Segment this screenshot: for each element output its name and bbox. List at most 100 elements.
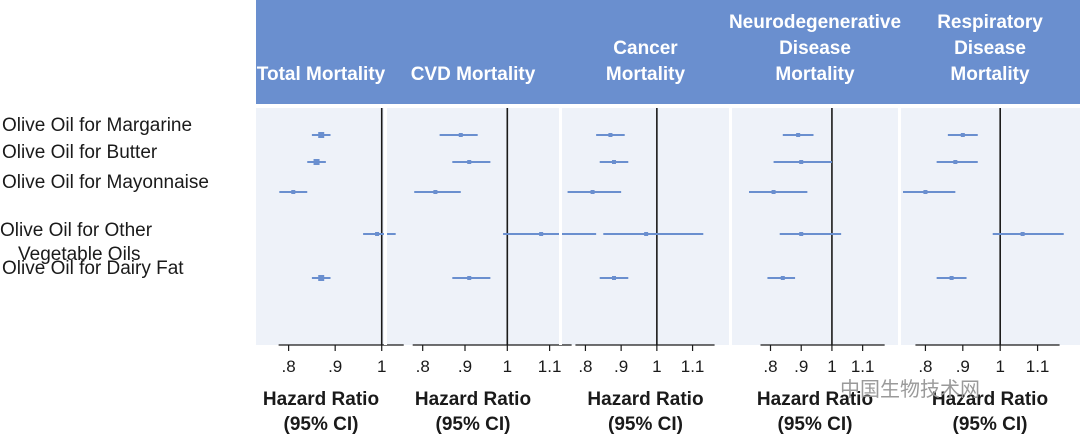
row-label-line: Olive Oil for Other: [0, 220, 153, 241]
panel-total-mortality: Total Mortality .8 .9 1 Hazard Ratio (95% CI): [257, 64, 404, 435]
x-tick-label: 1: [827, 357, 836, 376]
panel-title-line: Respiratory: [937, 12, 1043, 33]
x-tick-label: 1: [995, 357, 1004, 376]
row-label-olive-oil-for-dairy-fat: Olive Oil for Dairy Fat: [2, 258, 184, 279]
x-axis-title: Hazard Ratio (95% CI): [415, 389, 531, 435]
hazard-ratio-marker: [467, 160, 472, 164]
panel-title: Neurodegenerative Disease Mortality: [729, 12, 901, 85]
panel-title-line: Disease: [954, 38, 1026, 59]
panel-title-line: Neurodegenerative: [729, 12, 901, 33]
x-tick-label: .8: [416, 357, 430, 376]
x-tick-label: .8: [763, 357, 777, 376]
x-axis-title-line: (95% CI): [284, 414, 359, 435]
hazard-ratio-marker: [780, 276, 785, 280]
panel-title: Total Mortality: [257, 64, 386, 85]
panel-title-line: Mortality: [775, 64, 855, 85]
x-tick-label: 1.1: [1026, 357, 1050, 376]
hazard-ratio-marker: [953, 160, 958, 164]
panel-title: Respiratory Disease Mortality: [937, 12, 1043, 85]
hazard-ratio-marker: [949, 276, 954, 280]
row-label-line: Olive Oil for Margarine: [2, 115, 192, 136]
row-labels: Olive Oil for Margarine Olive Oil for But…: [0, 115, 209, 279]
data-point-olive-oil-for-other-vegetable-oils: [603, 232, 704, 236]
watermark-text: 中国生物技术网: [840, 377, 980, 401]
x-tick-label: .9: [956, 357, 970, 376]
x-tick-label: .9: [614, 357, 628, 376]
data-point-olive-oil-for-butter: [936, 160, 978, 164]
hazard-ratio-marker: [313, 159, 320, 165]
hazard-ratio-marker: [539, 232, 544, 236]
hazard-ratio-marker: [644, 232, 649, 236]
hazard-ratio-marker: [291, 190, 296, 194]
hazard-ratio-marker: [771, 190, 776, 194]
data-point-olive-oil-for-mayonnaise: [749, 190, 808, 194]
hazard-ratio-marker: [318, 275, 325, 281]
data-point-olive-oil-for-other-vegetable-oils: [779, 232, 842, 236]
x-tick-label: .8: [918, 357, 932, 376]
x-tick-label: .9: [328, 357, 342, 376]
x-axis-title: Hazard Ratio (95% CI): [263, 389, 379, 435]
hazard-ratio-marker: [375, 232, 380, 236]
x-axis-title-line: (95% CI): [778, 414, 853, 435]
panel-title-line: Disease: [779, 38, 851, 59]
x-axis-title: Hazard Ratio (95% CI): [587, 389, 703, 435]
x-tick-label: 1.1: [538, 357, 562, 376]
data-point-olive-oil-for-mayonnaise: [903, 190, 956, 194]
data-point-olive-oil-for-butter: [773, 160, 832, 164]
x-tick-label: 1: [377, 357, 386, 376]
row-label-olive-oil-for-other-vegetable-oils: Olive Oil for Other Vegetable Oils: [0, 220, 153, 265]
x-axis-title: Hazard Ratio (95% CI): [932, 389, 1048, 435]
panel-title-line: Total Mortality: [257, 64, 386, 85]
data-point-olive-oil-for-mayonnaise: [279, 190, 308, 194]
data-point-olive-oil-for-other-vegetable-oils: [363, 232, 396, 236]
row-label-line: Vegetable Oils: [18, 244, 141, 265]
x-axis-title-line: (95% CI): [436, 414, 511, 435]
panel-title: Cancer Mortality: [606, 38, 686, 85]
data-point-olive-oil-for-dairy-fat: [767, 276, 796, 280]
panel-cvd-mortality: CVD Mortality .8 .9 1 1.1 Hazard Ratio (95% CI…: [384, 64, 597, 435]
row-label-line: Olive Oil for Butter: [2, 142, 158, 163]
x-axis-title-line: Hazard Ratio: [932, 389, 1048, 410]
hazard-ratio-marker: [796, 133, 801, 137]
x-axis-title-line: Hazard Ratio: [757, 389, 873, 410]
hazard-ratio-marker: [433, 190, 438, 194]
x-tick-label: .8: [282, 357, 296, 376]
data-point-olive-oil-for-butter: [599, 160, 629, 164]
hazard-ratio-marker: [799, 160, 804, 164]
x-tick-label: .9: [794, 357, 808, 376]
x-tick-label: .9: [458, 357, 472, 376]
data-point-olive-oil-for-margarine: [596, 133, 625, 137]
plot-area-background: [256, 108, 1080, 345]
x-tick-label: .8: [578, 357, 592, 376]
data-point-olive-oil-for-margarine: [782, 133, 814, 137]
panel-title-line: CVD Mortality: [411, 64, 536, 85]
hazard-ratio-marker: [1020, 232, 1025, 236]
data-point-olive-oil-for-margarine: [947, 133, 978, 137]
x-axis-title-line: Hazard Ratio: [263, 389, 379, 410]
panel-title: CVD Mortality: [411, 64, 536, 85]
row-label-olive-oil-for-butter: Olive Oil for Butter: [2, 142, 158, 163]
row-label-line: Olive Oil for Mayonnaise: [2, 172, 209, 193]
hazard-ratio-marker: [458, 133, 463, 137]
panel-title-line: Mortality: [950, 64, 1030, 85]
panel-cancer-mortality: Cancer Mortality .8 .9 1 1.1 Hazard Ratio (95% …: [559, 38, 715, 435]
data-point-olive-oil-for-dairy-fat: [599, 276, 629, 280]
x-axis-title-line: (95% CI): [953, 414, 1028, 435]
panel-title-line: Cancer: [613, 38, 678, 59]
data-point-olive-oil-for-mayonnaise: [414, 190, 461, 194]
panel-neurodegenerative-disease-mortality: Neurodegenerative Disease Mortality .8 .9 1 1.…: [729, 12, 901, 435]
data-point-olive-oil-for-margarine: [311, 132, 331, 138]
x-tick-label: 1.1: [851, 357, 875, 376]
header-band: [256, 0, 1080, 104]
data-point-olive-oil-for-butter: [307, 159, 326, 165]
x-axis-title-line: Hazard Ratio: [587, 389, 703, 410]
row-label-olive-oil-for-margarine: Olive Oil for Margarine: [2, 115, 192, 136]
data-point-olive-oil-for-margarine: [439, 133, 478, 137]
data-point-olive-oil-for-mayonnaise: [567, 190, 622, 194]
panel-respiratory-disease-mortality: Respiratory Disease Mortality .8 .9 1 1.1 Hazar…: [898, 12, 1064, 435]
chart-panels: Total Mortality .8 .9 1 Hazard Ratio (95% CI)…: [257, 12, 1064, 435]
hazard-ratio-marker: [467, 276, 472, 280]
row-label-line: Olive Oil for Dairy Fat: [2, 258, 184, 279]
row-label-olive-oil-for-mayonnaise: Olive Oil for Mayonnaise: [2, 172, 209, 193]
